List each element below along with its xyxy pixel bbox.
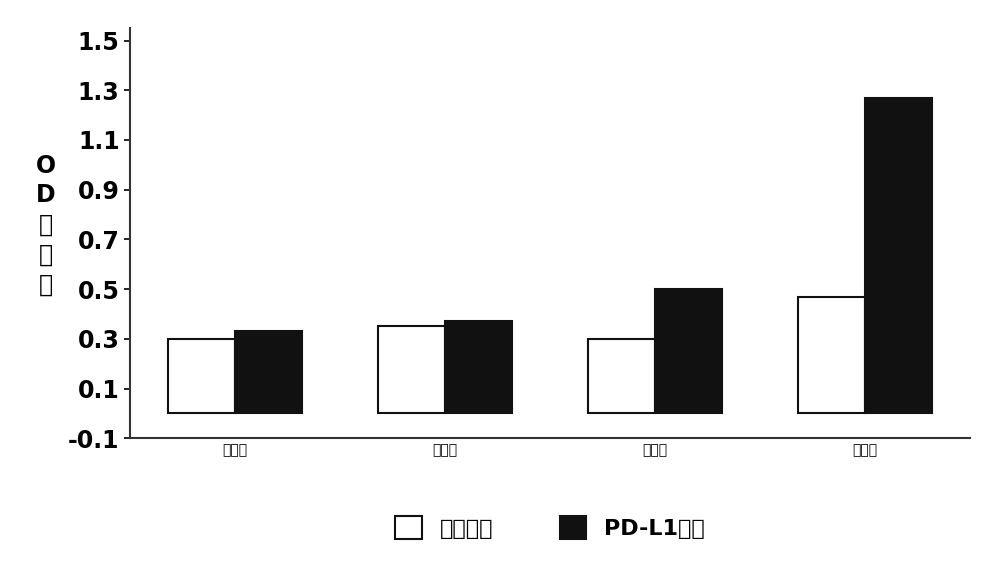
Bar: [655, 289, 722, 414]
Bar: [588, 339, 655, 414]
Bar: [798, 297, 865, 414]
Legend: 对照抗原, PD-L1抗原: 对照抗原, PD-L1抗原: [384, 505, 716, 550]
Bar: [235, 332, 302, 414]
Bar: [445, 321, 512, 414]
Bar: [378, 327, 445, 414]
Bar: [168, 339, 235, 414]
Text: O
D
吸
光
値: O D 吸 光 値: [36, 153, 56, 296]
Bar: [865, 98, 932, 414]
